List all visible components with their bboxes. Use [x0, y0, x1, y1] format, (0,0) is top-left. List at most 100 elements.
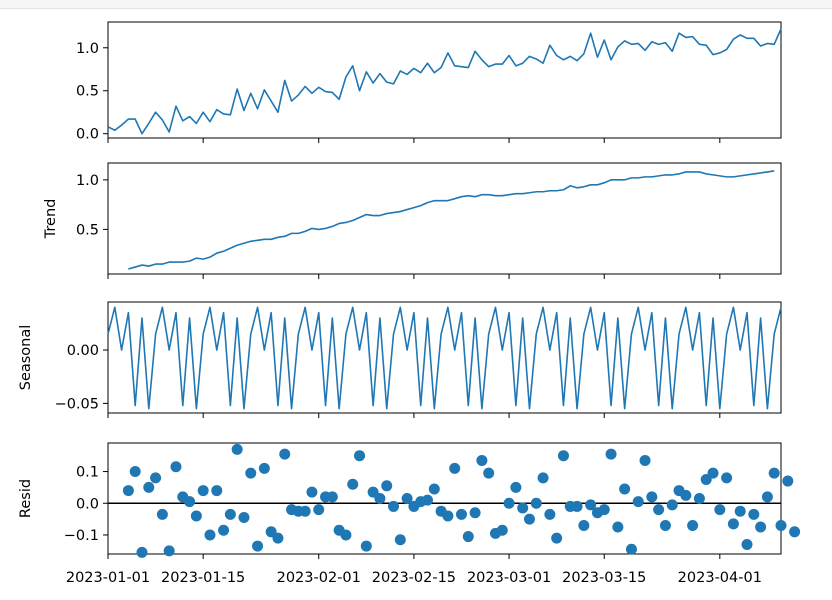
y-tick-label: 0.1 [76, 465, 99, 481]
resid-point [659, 519, 671, 531]
resid-point [204, 529, 216, 541]
resid-point [789, 526, 801, 538]
resid-point [707, 467, 719, 479]
resid-point [258, 462, 270, 474]
resid-point [422, 494, 434, 506]
resid-point [551, 532, 563, 544]
resid-point [625, 543, 637, 555]
resid-point [231, 443, 243, 455]
axes-frame [107, 442, 782, 555]
y-tick-label: −0.05 [55, 396, 99, 412]
resid-point [163, 545, 175, 557]
panel-3: 0.00 −0.05 Seasonal [18, 301, 782, 418]
y-tick-label: 1.0 [76, 41, 99, 57]
resid-point [455, 508, 467, 520]
resid-point [714, 504, 726, 516]
resid-point [761, 491, 773, 503]
resid-point [218, 524, 230, 536]
resid-point [639, 454, 651, 466]
y-axis-label: Resid [18, 479, 34, 518]
resid-point [340, 529, 352, 541]
resid-point [503, 497, 515, 509]
resid-point [360, 540, 372, 552]
resid-point [605, 448, 617, 460]
resid-point [272, 532, 284, 544]
resid-point [354, 450, 366, 462]
resid-point [544, 508, 556, 520]
axes-frame [107, 301, 782, 414]
resid-point [727, 518, 739, 530]
panel-1: 0.0 0.5 1.0 [76, 21, 782, 143]
resid-point [374, 493, 386, 504]
resid-point [150, 472, 162, 484]
resid-point [598, 504, 610, 516]
resid-point [252, 540, 264, 552]
notebook-output-top-border [0, 0, 832, 9]
resid-point [245, 467, 257, 479]
x-tick-label: 2023-02-01 [277, 570, 361, 586]
x-tick-label: 2023-01-15 [161, 570, 245, 586]
axes-frame [107, 162, 782, 275]
resid-point [381, 480, 393, 492]
x-tick-label: 2023-01-01 [66, 570, 150, 586]
x-tick-label: 2023-02-15 [372, 570, 456, 586]
resid-point [190, 510, 202, 522]
resid-point [394, 534, 406, 546]
resid-point [782, 475, 794, 487]
resid-point [666, 499, 678, 511]
resid-point [326, 491, 338, 503]
resid-point [299, 505, 311, 517]
resid-point [224, 508, 236, 520]
axes-frame [107, 21, 782, 139]
resid-point [476, 454, 488, 466]
panel-4: 0.1 0.0 −0.1 Resid [18, 442, 801, 559]
resid-point [449, 462, 461, 474]
resid-point [170, 461, 182, 473]
resid-point [428, 483, 440, 495]
resid-point [687, 519, 699, 531]
resid-point [483, 467, 495, 479]
resid-point [462, 531, 474, 543]
resid-point [442, 510, 454, 522]
resid-point [537, 472, 549, 484]
y-tick-label: 0.0 [76, 127, 99, 143]
x-tick-label: 2023-03-15 [562, 570, 646, 586]
resid-point [578, 519, 590, 531]
resid-point [755, 521, 767, 533]
x-tick-labels: 2023-01-01 2023-01-15 2023-02-01 2023-02-15… [66, 570, 762, 586]
resid-point [619, 483, 631, 495]
resid-point [238, 512, 250, 524]
y-tick-label: 1.0 [76, 173, 99, 189]
y-tick-label: 0.00 [67, 343, 99, 359]
resid-point [653, 504, 665, 516]
resid-point [510, 481, 522, 493]
resid-point [557, 450, 569, 462]
resid-point [156, 508, 168, 520]
resid-point [211, 485, 223, 497]
resid-point [632, 496, 644, 508]
resid-point [680, 489, 692, 501]
subplots: 0.0 0.5 1.0 0.5 1.0 Trend 0.00 −0.05 Seasonal 0.1… [18, 21, 801, 559]
resid-point [775, 519, 787, 531]
resid-point [136, 546, 148, 558]
x-tick-label: 2023-03-01 [467, 570, 551, 586]
y-axis-label: Seasonal [18, 325, 34, 391]
resid-point [523, 513, 535, 525]
y-tick-label: 0.5 [76, 222, 99, 238]
resid-point [496, 524, 508, 536]
resid-point [306, 486, 318, 498]
y-axis-label: Trend [43, 199, 59, 240]
resid-point [530, 497, 542, 509]
y-tick-label: 0.0 [76, 496, 99, 512]
series-line [128, 170, 775, 270]
resid-point [768, 467, 780, 479]
resid-point [129, 466, 141, 478]
resid-point [693, 493, 705, 504]
resid-point [469, 507, 481, 519]
y-tick-label: −0.1 [64, 528, 99, 544]
resid-point [741, 538, 753, 550]
y-tick-label: 0.5 [76, 84, 99, 100]
resid-point [388, 500, 400, 512]
resid-point [401, 493, 413, 504]
